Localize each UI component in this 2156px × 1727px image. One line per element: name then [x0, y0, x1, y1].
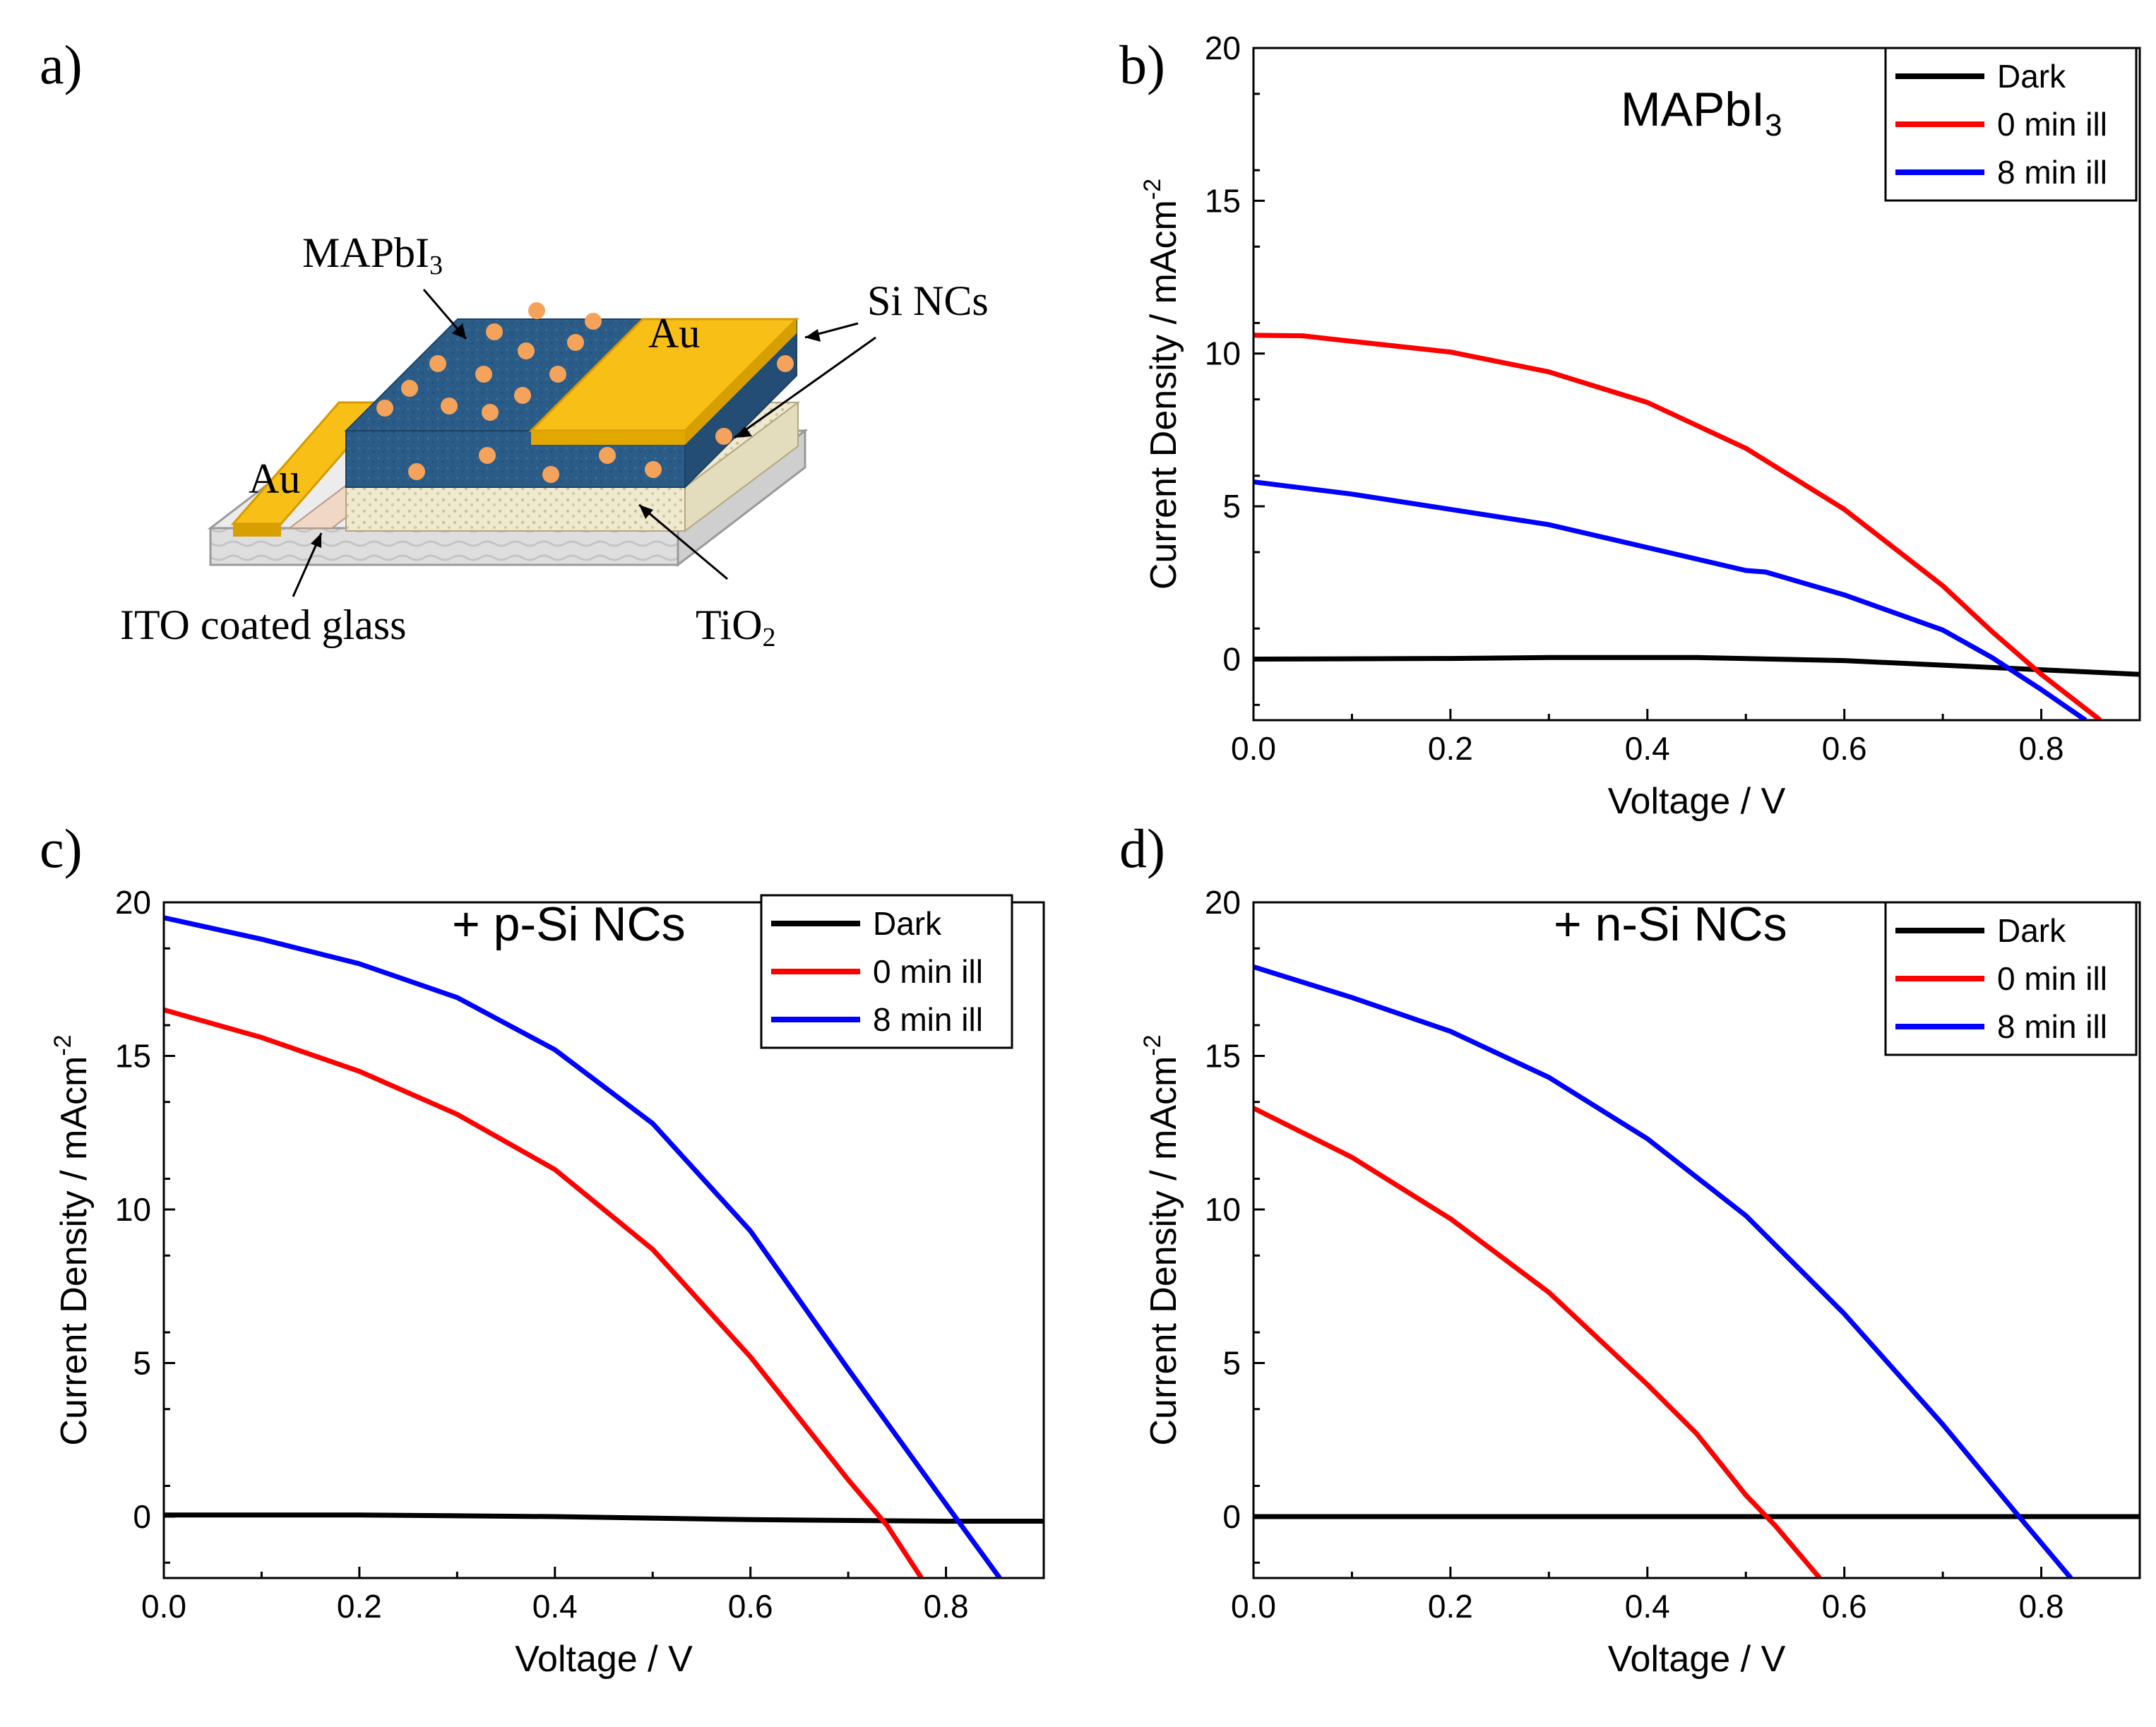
- annotation-arrows: [292, 289, 876, 597]
- series-line-0-min-ill: [1253, 333, 2102, 720]
- x-tick-label: 0.4: [532, 1588, 578, 1625]
- chart-title: + p-Si NCs: [452, 897, 686, 951]
- plot-frame: [1252, 47, 2141, 722]
- x-axis-title: Voltage / V: [1608, 1639, 1786, 1680]
- legend-label: 0 min ill: [873, 953, 983, 990]
- panel-letter-a: a): [40, 34, 83, 95]
- label-au-top: Au: [648, 310, 700, 357]
- chart-mapbi3: b) 0.0 0.2 0.4 0.6 0.8 0 5 10 15 20 Voltage / V Curr…: [1119, 30, 2141, 822]
- legend-label: Dark: [1997, 58, 2066, 95]
- series-line-8-min-ill: [1253, 964, 2073, 1578]
- legend-label: Dark: [1997, 912, 2066, 949]
- y-tick-label: 0: [1222, 640, 1241, 677]
- x-tick-label: 0.0: [1231, 730, 1276, 767]
- y-axis-title: Current Density / mAcm-2: [1139, 179, 1184, 590]
- legend-label: Dark: [873, 905, 942, 942]
- y-axis-title: Current Density / mAcm-2: [49, 1034, 95, 1445]
- label-si-ncs: Si NCs: [867, 277, 989, 324]
- label-tio2: TiO2: [696, 602, 776, 652]
- panel-letter-d: d): [1119, 818, 1165, 879]
- label-au-left: Au: [249, 455, 300, 502]
- chart-title: MAPbI3: [1621, 83, 1782, 143]
- chart-p-si-ncs: c) 0.0 0.2 0.4 0.6 0.8 0 5 10 15 20 Voltage / V Curr…: [40, 818, 1045, 1680]
- series-line-dark: [164, 1512, 1044, 1524]
- y-tick-label: 5: [1222, 1345, 1241, 1382]
- series-line-8-min-ill: [164, 915, 1002, 1578]
- x-tick-label: 0.6: [1822, 1588, 1867, 1625]
- x-tick-label: 0.6: [1822, 730, 1867, 767]
- si-nanocrystals: [376, 302, 794, 483]
- legend-label: 0 min ill: [1997, 106, 2107, 143]
- y-tick-label: 5: [133, 1345, 151, 1382]
- series-line-0-min-ill: [164, 1007, 924, 1578]
- x-tick-label: 0.2: [1428, 730, 1473, 767]
- y-tick-label: 10: [115, 1191, 151, 1228]
- device-schematic: a): [40, 34, 989, 652]
- label-mapbi3: MAPbI3: [302, 229, 443, 280]
- y-tick-label: 15: [1205, 182, 1241, 219]
- legend-label: 8 min ill: [873, 1001, 983, 1038]
- chart-title: + n-Si NCs: [1554, 897, 1787, 951]
- x-axis-title: Voltage / V: [515, 1639, 693, 1680]
- y-axis-title: Current Density / mAcm-2: [1139, 1034, 1184, 1445]
- plot-frame: [162, 901, 1045, 1579]
- y-tick-label: 5: [1222, 488, 1241, 525]
- y-tick-label: 0: [1222, 1498, 1241, 1535]
- x-tick-label: 0.8: [2019, 730, 2064, 767]
- x-tick-label: 0.0: [1231, 1588, 1276, 1625]
- x-tick-label: 0.4: [1625, 730, 1670, 767]
- y-tick-label: 10: [1205, 335, 1241, 372]
- y-tick-label: 20: [1205, 884, 1241, 921]
- series-line-0-min-ill: [1253, 1106, 1822, 1578]
- au-top-electrode: [528, 318, 799, 445]
- x-tick-label: 0.4: [1625, 1588, 1670, 1625]
- panel-letter-c: c): [40, 818, 83, 879]
- x-axis-title: Voltage / V: [1608, 781, 1786, 822]
- y-tick-label: 15: [115, 1038, 151, 1075]
- y-tick-label: 0: [133, 1498, 151, 1535]
- x-tick-label: 0.2: [1428, 1588, 1473, 1625]
- legend-label: 8 min ill: [1997, 154, 2107, 191]
- x-tick-label: 0.2: [337, 1588, 382, 1625]
- panel-letter-b: b): [1119, 34, 1165, 95]
- series-line-dark: [1253, 655, 2140, 677]
- legend-label: 8 min ill: [1997, 1008, 2107, 1045]
- y-tick-label: 15: [1205, 1038, 1241, 1075]
- x-tick-label: 0.8: [2019, 1588, 2064, 1625]
- y-tick-label: 20: [115, 884, 151, 921]
- legend-label: 0 min ill: [1997, 960, 2107, 997]
- x-tick-label: 0.6: [728, 1588, 773, 1625]
- label-ito-glass: ITO coated glass: [120, 602, 406, 648]
- chart-n-si-ncs: d) 0.0 0.2 0.4 0.6 0.8 0 5 10 15 20 Voltage / V Curr…: [1119, 818, 2141, 1680]
- x-tick-label: 0.8: [924, 1588, 969, 1625]
- x-tick-label: 0.0: [141, 1588, 186, 1625]
- plot-frame: [1252, 901, 2141, 1579]
- y-tick-label: 20: [1205, 30, 1241, 66]
- series-line-8-min-ill: [1253, 479, 2087, 720]
- y-tick-label: 10: [1205, 1191, 1241, 1228]
